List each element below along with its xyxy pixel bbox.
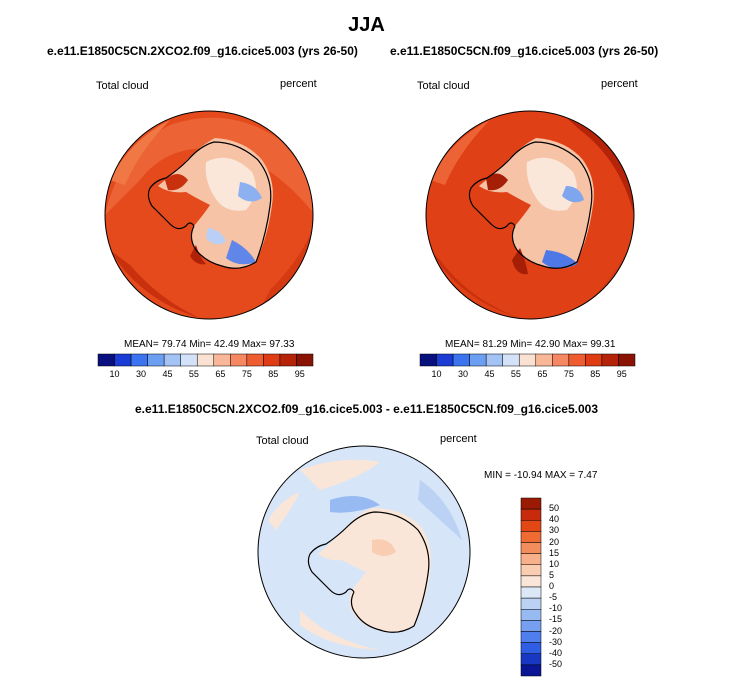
colorbar-left-swatch: [213, 353, 231, 367]
colorbar-right-swatch: [469, 353, 487, 367]
colorbar-right-swatch: [601, 353, 619, 367]
colorbar-left-swatch: [263, 353, 281, 367]
colorbar-difference-tick-label: -40: [549, 647, 563, 658]
colorbar-difference-swatch: [520, 653, 542, 666]
panel-left-case-title: e.e11.E1850C5CN.2XCO2.f09_g16.cice5.003 …: [47, 44, 358, 58]
colorbar-difference-tick-label: 5: [549, 569, 555, 580]
colorbar-difference-swatch: [520, 553, 542, 565]
colorbar-right-swatch: [436, 353, 454, 367]
colorbar-left-swatch: [180, 353, 198, 367]
colorbar-left-tick-label: 95: [294, 369, 305, 379]
panel-right-stats: MEAN= 81.29 Min= 42.90 Max= 99.31: [445, 339, 616, 350]
colorbar-right-tick-label: 30: [457, 369, 468, 379]
colorbar-right-swatch: [585, 353, 603, 367]
colorbar-right-swatch: [502, 353, 520, 367]
colorbar-difference-tick-label: 40: [549, 514, 560, 525]
colorbar-difference-swatch: [520, 586, 542, 599]
colorbar-left-swatch: [114, 353, 132, 367]
colorbar-left-tick-label: 10: [109, 369, 120, 379]
colorbar-right-tick-label: 95: [616, 369, 627, 379]
colorbar-difference-tick-label: 50: [549, 503, 560, 514]
colorbar-left-tick-label: 75: [241, 369, 252, 379]
colorbar-difference-swatch: [520, 520, 542, 532]
colorbar-left-swatch: [246, 353, 264, 367]
colorbar-right-tick-label: 85: [590, 369, 601, 379]
map-difference: [258, 446, 470, 658]
difference-variable-label: Total cloud: [256, 435, 309, 447]
difference-units-label: percent: [440, 433, 477, 445]
colorbar-left-swatch: [230, 353, 248, 367]
colorbar-difference-swatch: [520, 542, 542, 554]
colorbar-right-swatch: [452, 353, 470, 367]
colorbar-difference-tick-label: -15: [549, 614, 563, 625]
colorbar-right-tick-label: 65: [537, 369, 548, 379]
colorbar-difference-tick-label: -30: [549, 636, 563, 647]
colorbar-left-swatch: [279, 353, 297, 367]
colorbar-right-tick-label: 10: [431, 369, 442, 379]
colorbar-difference-swatch: [520, 564, 542, 577]
difference-minmax: MIN = -10.94 MAX = 7.47: [484, 470, 598, 481]
colorbar-difference-tick-label: -10: [549, 603, 563, 614]
panel-right-units-label: percent: [601, 78, 638, 90]
colorbar-left-tick-label: 65: [215, 369, 226, 379]
colorbar-difference-swatch: [520, 508, 542, 521]
colorbar-difference-tick-label: 30: [549, 525, 560, 536]
colorbar-right-swatch: [419, 353, 437, 367]
colorbar-left-swatch: [196, 353, 215, 367]
colorbar-left-tick-label: 55: [188, 369, 199, 379]
colorbar-difference-swatch: [520, 575, 542, 588]
colorbar-difference-tick-label: -5: [549, 592, 558, 603]
colorbar-right-swatch: [518, 353, 537, 367]
panel-left-variable-label: Total cloud: [96, 80, 149, 92]
colorbar-difference-tick-label: -20: [549, 625, 563, 636]
colorbar-left-tick-label: 85: [268, 369, 279, 379]
colorbar-left-swatch: [296, 353, 314, 367]
colorbar-right-swatch: [485, 353, 503, 367]
panel-right-case-title: e.e11.E1850C5CN.f09_g16.cice5.003 (yrs 2…: [390, 44, 659, 58]
colorbar-right: [419, 353, 636, 367]
colorbar-left: [97, 353, 314, 367]
colorbar-right-tick-label: 45: [484, 369, 495, 379]
colorbar-right-swatch: [618, 353, 636, 367]
colorbar-left-swatch: [147, 353, 165, 367]
colorbar-difference-tick-label: 10: [549, 558, 560, 569]
colorbar-right-swatch: [535, 353, 553, 367]
colorbar-left-swatch: [163, 353, 181, 367]
colorbar-difference: [520, 497, 542, 677]
map-right: [426, 111, 634, 319]
colorbar-difference-swatch: [520, 664, 542, 677]
colorbar-difference-swatch: [520, 531, 542, 543]
colorbar-difference-swatch: [520, 642, 542, 654]
map-left: [105, 111, 313, 319]
colorbar-left-swatch: [97, 353, 115, 367]
panel-right-variable-label: Total cloud: [417, 80, 470, 92]
colorbar-right-tick-label: 55: [510, 369, 521, 379]
colorbar-difference-swatch: [520, 631, 542, 643]
colorbar-difference-tick-label: -50: [549, 658, 563, 669]
page-title: JJA: [348, 14, 385, 36]
colorbar-left-tick-label: 45: [162, 369, 173, 379]
panel-left-stats: MEAN= 79.74 Min= 42.49 Max= 97.33: [124, 339, 295, 350]
colorbar-difference-swatch: [520, 609, 542, 621]
colorbar-difference-swatch: [520, 597, 542, 610]
colorbar-difference-tick-label: 20: [549, 536, 560, 547]
colorbar-difference-tick-label: 0: [549, 581, 555, 591]
colorbar-difference-swatch: [520, 497, 542, 510]
colorbar-right-swatch: [552, 353, 570, 367]
colorbar-left-tick-label: 30: [135, 369, 146, 379]
colorbar-right-swatch: [568, 353, 586, 367]
colorbar-difference-tick-label: 15: [549, 547, 560, 558]
colorbar-difference-swatch: [520, 620, 542, 632]
panel-left-units-label: percent: [280, 78, 317, 90]
colorbar-right-tick-label: 75: [563, 369, 574, 379]
difference-title: e.e11.E1850C5CN.2XCO2.f09_g16.cice5.003 …: [135, 402, 598, 416]
colorbar-left-swatch: [130, 353, 148, 367]
